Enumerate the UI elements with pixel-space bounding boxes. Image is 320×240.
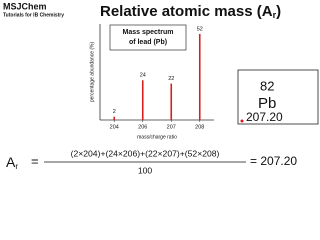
bar [113,116,116,120]
formula-a: A [6,154,16,170]
x-tick-label: 204 [110,124,119,130]
slide: MSJChem Tutorials for IB Chemistry Relat… [3,1,319,176]
title-main: Relative atomic mass (A [100,3,273,20]
marker-dot [240,119,244,123]
x-tick-label: 206 [138,124,147,130]
formula-denominator: 100 [138,165,153,175]
element-box [237,69,319,125]
x-axis-label: mass/charge ratio [137,134,177,140]
x-tick-label: 207 [167,124,176,130]
formula-numerator: (2×204)+(24×206)+(22×207)+(52×208) [71,148,220,158]
bar [170,83,173,120]
chart-title: of lead (Pb) [129,39,167,46]
atomic-mass: 207.20 [246,110,283,124]
atomic-number: 82 [260,78,274,93]
bar [141,80,144,120]
formula-lhs: Ar [6,154,18,171]
element-symbol: Pb [258,95,276,112]
title-end: ) [276,3,281,20]
formula-result: = 207.20 [250,154,297,168]
x-tick-label: 208 [195,124,204,130]
tagline: Tutorials for IB Chemistry [3,12,64,18]
formula-equals: = [31,153,39,168]
data-label: 24 [140,73,146,79]
bar [198,33,201,121]
chart: Mass spectrum of lead (Pb) mass/charge r… [89,24,214,140]
title-sub: r [273,10,277,20]
chart-title-box [109,24,187,51]
y-axis-label: percentage abundance (%) [89,42,95,103]
brand: MSJChem [3,1,47,11]
slide-title: Relative atomic mass (Ar) [100,3,281,20]
formula-sub: r [15,162,18,171]
data-label: 2 [113,109,116,115]
data-label: 52 [197,26,203,32]
chart-title: Mass spectrum [123,29,174,36]
data-label: 22 [168,76,174,82]
